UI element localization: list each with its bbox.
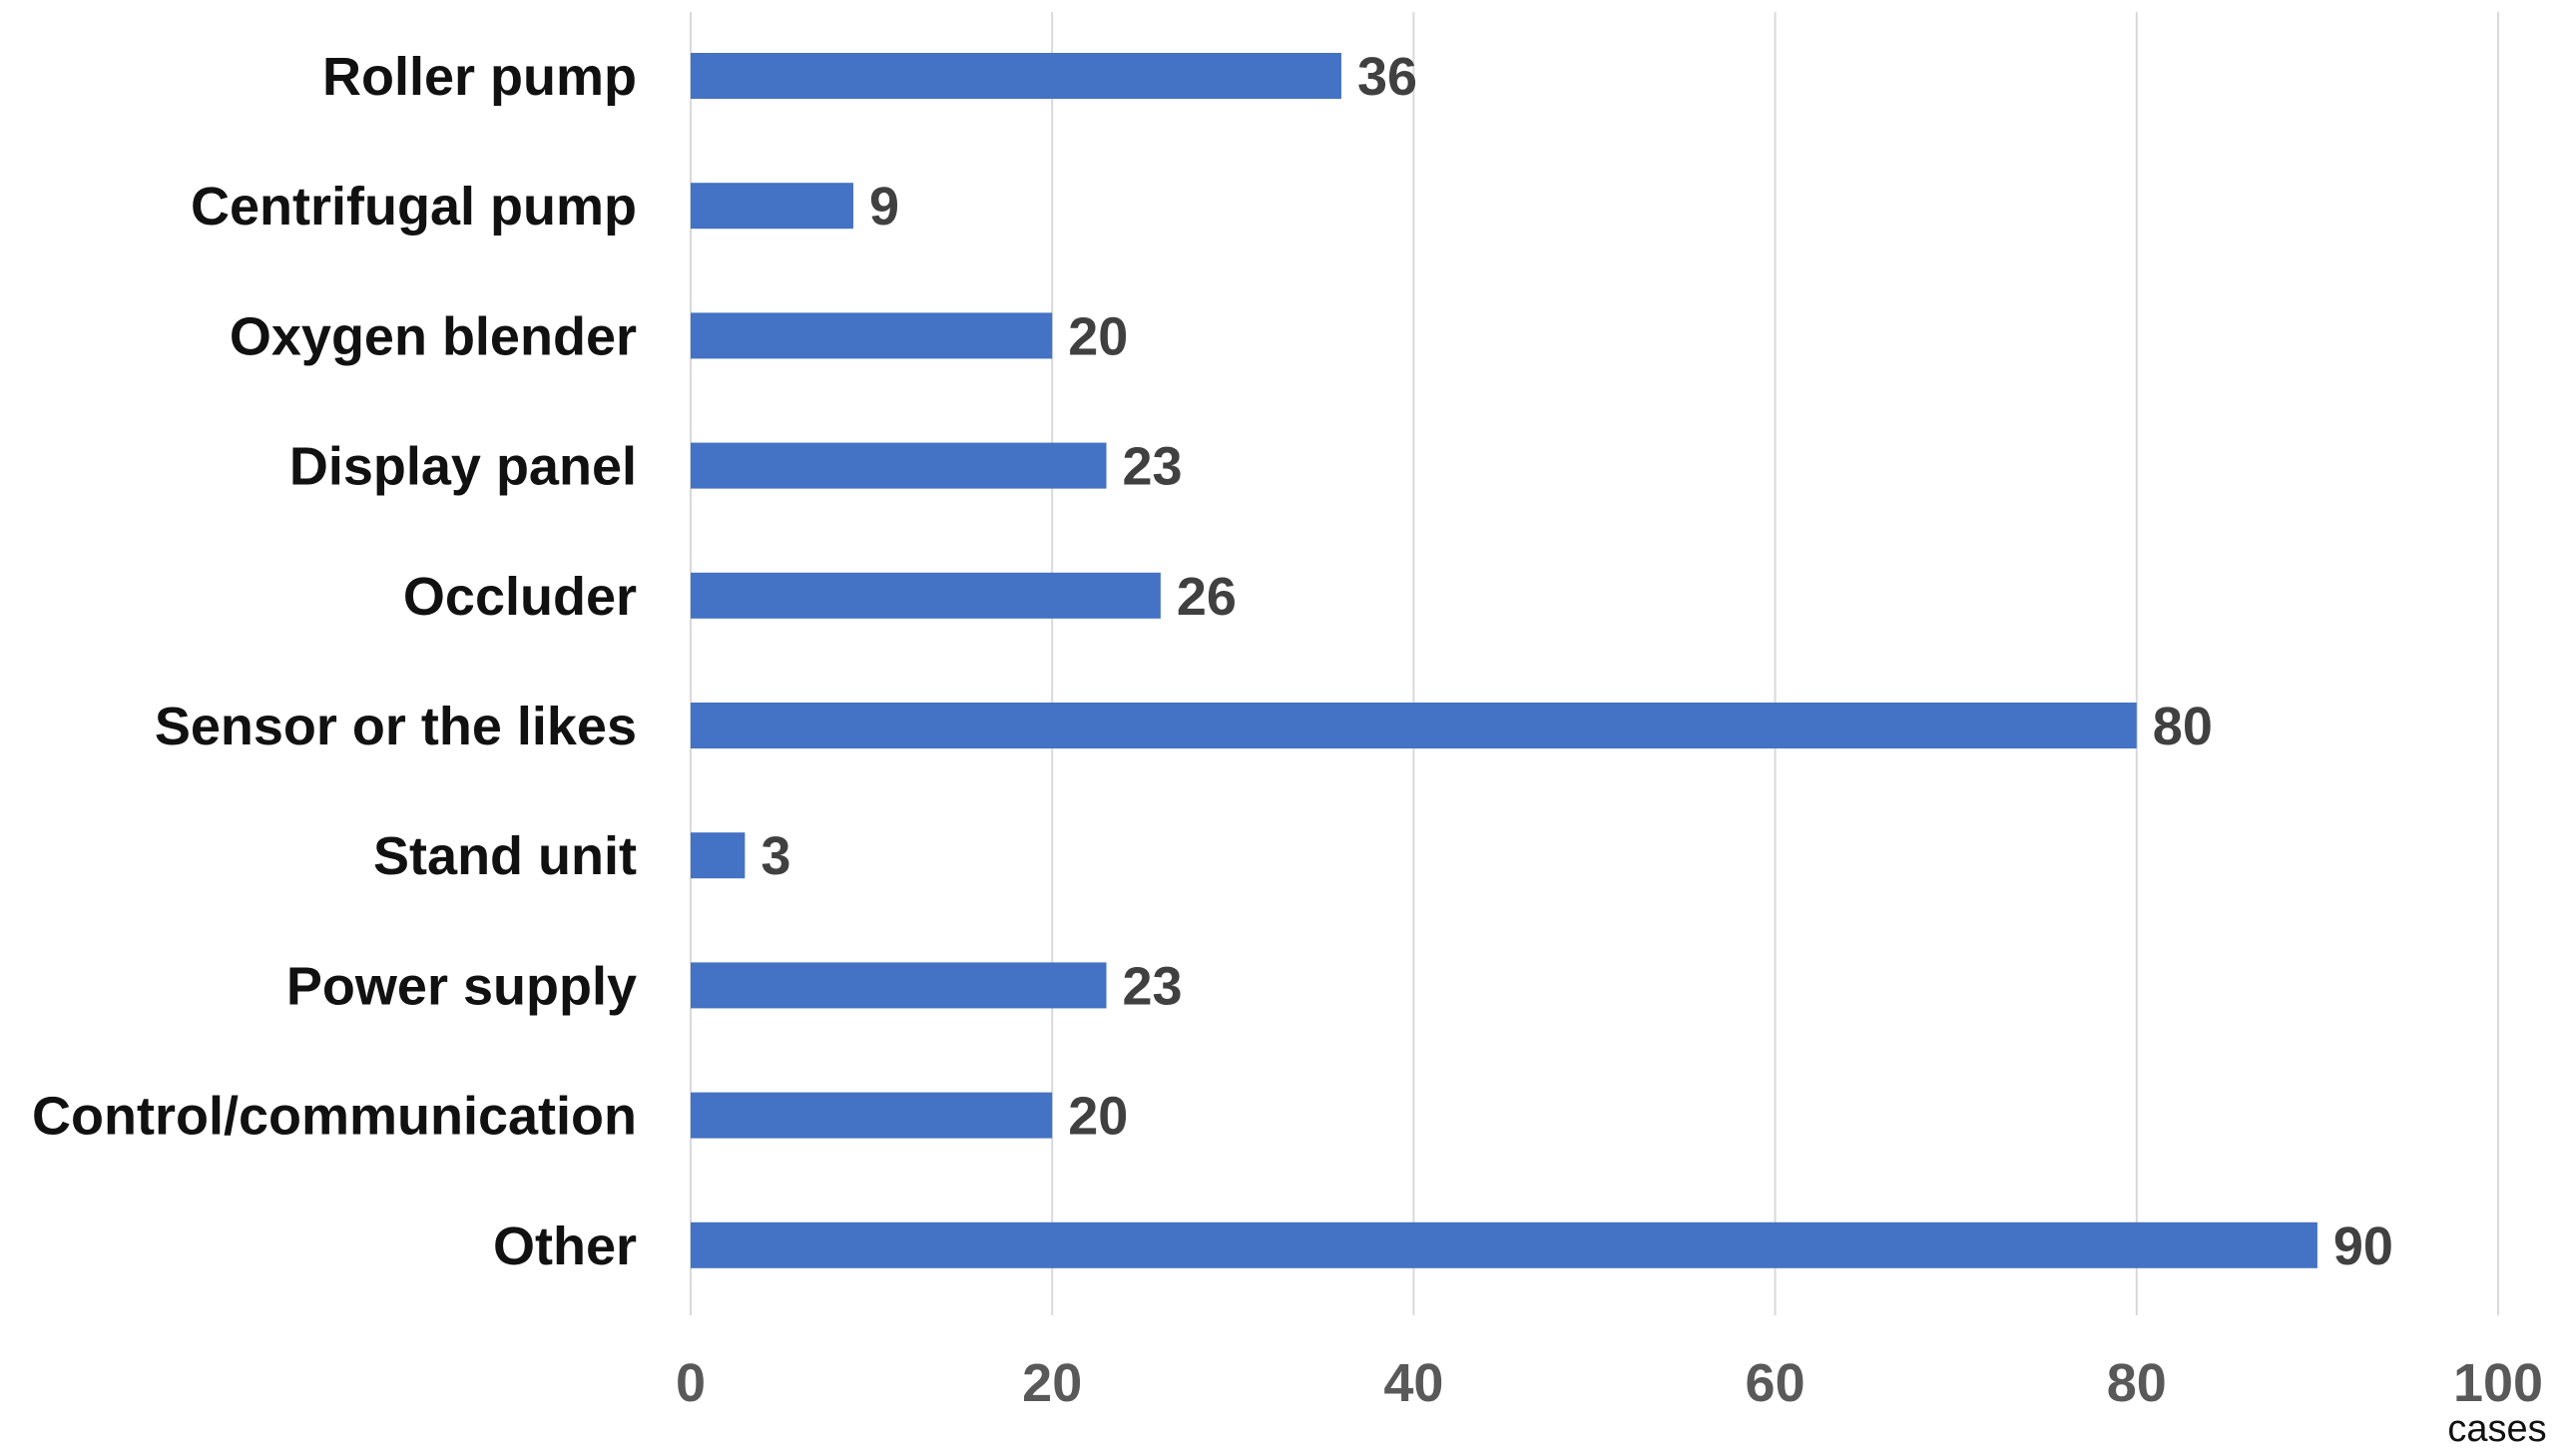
category-labels: Roller pump Centrifugal pump Oxygen blende… — [32, 47, 637, 1276]
bar-7 — [691, 962, 1107, 1009]
x-axis-unit-label: cases — [2447, 1408, 2546, 1450]
bar-8 — [691, 1092, 1053, 1139]
bar-2 — [691, 312, 1053, 359]
bar-4 — [691, 572, 1161, 619]
value-label-7: 23 — [1123, 956, 1183, 1016]
bar-9 — [691, 1221, 2317, 1268]
x-tick-label-0: 0 — [676, 1353, 706, 1413]
value-labels: 36 9 20 23 26 80 3 23 20 90 — [761, 47, 2393, 1276]
bar-1 — [691, 183, 853, 230]
x-tick-label-80: 80 — [2107, 1353, 2167, 1413]
category-label-8: Control/communication — [32, 1087, 637, 1147]
category-label-1: Centrifugal pump — [191, 177, 637, 237]
category-label-9: Other — [493, 1216, 637, 1276]
category-label-2: Oxygen blender — [230, 306, 637, 366]
bar-0 — [691, 53, 1341, 99]
value-label-3: 23 — [1123, 437, 1183, 497]
value-label-0: 36 — [1357, 47, 1417, 107]
value-label-8: 20 — [1068, 1087, 1128, 1147]
bar-3 — [691, 442, 1107, 489]
category-label-0: Roller pump — [322, 47, 637, 107]
category-label-6: Stand unit — [373, 826, 637, 886]
bar-6 — [691, 832, 746, 879]
value-label-1: 9 — [869, 177, 899, 237]
x-axis-ticks: 0 20 40 60 80 100 — [676, 1353, 2543, 1413]
value-label-5: 80 — [2153, 697, 2213, 756]
value-label-6: 3 — [761, 826, 790, 886]
category-label-4: Occluder — [403, 567, 637, 627]
bars — [691, 53, 2317, 1268]
category-label-5: Sensor or the likes — [155, 697, 637, 756]
value-label-9: 90 — [2333, 1216, 2393, 1276]
value-label-2: 20 — [1068, 306, 1128, 366]
category-label-3: Display panel — [289, 437, 637, 497]
x-tick-label-100: 100 — [2453, 1353, 2543, 1413]
category-label-7: Power supply — [286, 956, 637, 1016]
bar-5 — [691, 703, 2137, 748]
value-label-4: 26 — [1177, 567, 1237, 627]
x-tick-label-40: 40 — [1383, 1353, 1443, 1413]
x-tick-label-60: 60 — [1746, 1353, 1805, 1413]
x-tick-label-20: 20 — [1022, 1353, 1082, 1413]
